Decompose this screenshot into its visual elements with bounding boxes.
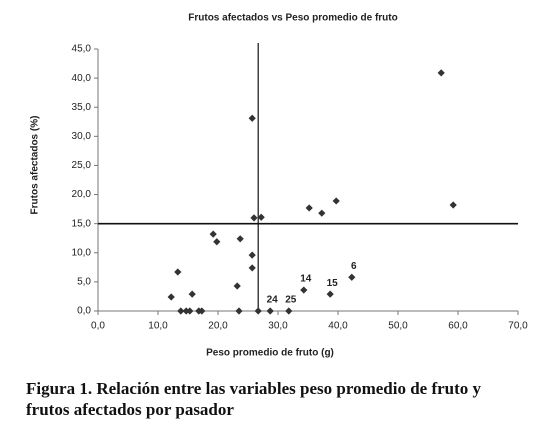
x-tick-label: 10,0	[148, 321, 168, 332]
point	[248, 251, 256, 259]
point	[167, 293, 175, 301]
point	[257, 213, 265, 221]
point	[198, 307, 206, 315]
point	[213, 238, 221, 246]
point	[326, 290, 334, 298]
point	[305, 204, 313, 212]
point	[186, 307, 194, 315]
point	[437, 69, 445, 77]
point	[449, 201, 457, 209]
point	[266, 307, 274, 315]
y-tick-label: 20,0	[72, 189, 92, 200]
point-label: 6	[351, 261, 357, 272]
y-tick-label: 5,0	[77, 277, 91, 288]
y-tick-label: 45,0	[72, 44, 92, 55]
figure-caption: Figura 1. Relación entre las variables p…	[26, 379, 482, 419]
x-tick-label: 70,0	[508, 321, 528, 332]
point	[235, 307, 243, 315]
point-label: 14	[300, 274, 312, 285]
x-tick-label: 30,0	[268, 321, 288, 332]
x-tick-label: 0,0	[91, 321, 105, 332]
point	[236, 235, 244, 243]
x-tick-label: 40,0	[328, 321, 348, 332]
point	[348, 273, 356, 281]
y-tick-label: 25,0	[72, 160, 92, 171]
point-label: 15	[327, 278, 339, 289]
y-axis-label: Frutos afectados (%)	[30, 116, 41, 215]
y-tick-label: 35,0	[72, 102, 92, 113]
point	[209, 230, 217, 238]
y-tick-label: 15,0	[72, 218, 92, 229]
point	[233, 282, 241, 290]
y-tick-label: 0,0	[77, 306, 91, 317]
point-label: 25	[285, 295, 297, 306]
x-tick-label: 60,0	[448, 321, 468, 332]
point	[174, 268, 182, 276]
chart-title: Frutos afectados vs Peso promedio de fru…	[188, 13, 397, 24]
chart: Frutos afectados vs Peso promedio de fru…	[30, 13, 529, 359]
point	[248, 114, 256, 122]
point	[188, 290, 196, 298]
point	[332, 197, 340, 205]
x-tick-label: 20,0	[208, 321, 228, 332]
y-tick-label: 30,0	[72, 131, 92, 142]
point	[318, 209, 326, 217]
y-tick-label: 40,0	[72, 73, 92, 84]
point	[285, 307, 293, 315]
x-tick-label: 50,0	[388, 321, 408, 332]
point	[300, 286, 308, 294]
point	[248, 264, 256, 272]
point	[254, 307, 262, 315]
point	[250, 214, 258, 222]
point-label: 24	[267, 295, 279, 306]
x-axis-label: Peso promedio de fruto (g)	[206, 348, 334, 359]
y-tick-label: 10,0	[72, 247, 92, 258]
point	[177, 307, 185, 315]
